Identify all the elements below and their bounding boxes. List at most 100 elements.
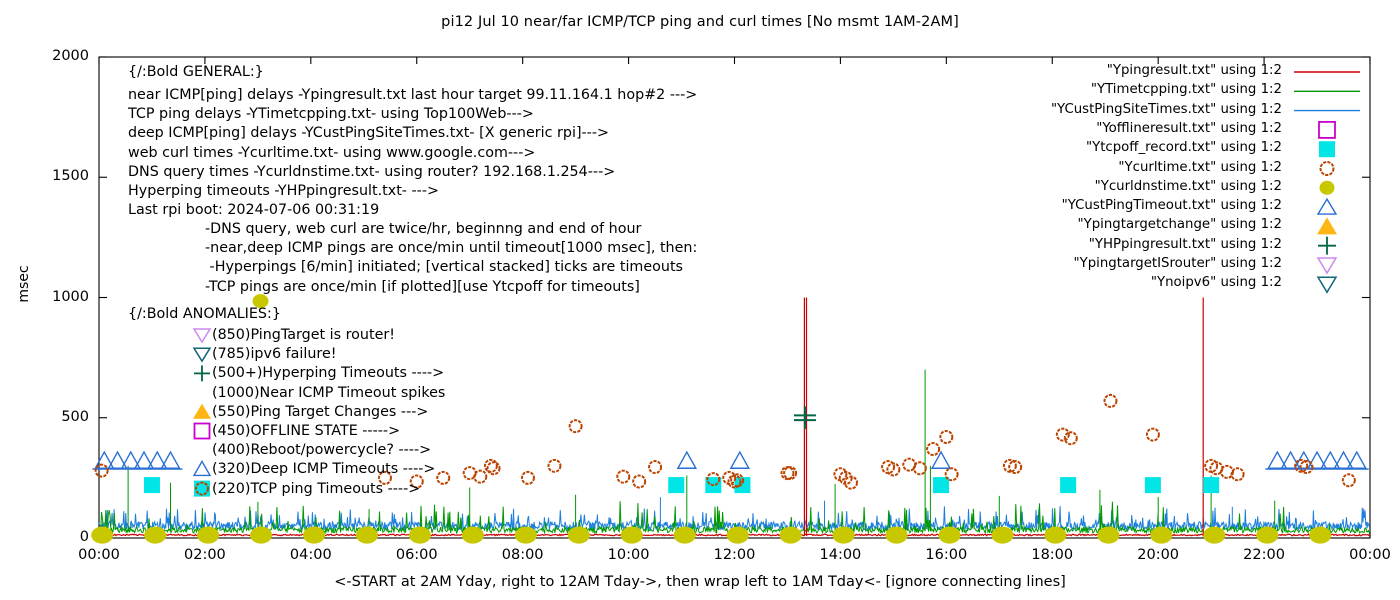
marker-circle-open [939, 429, 954, 444]
marker-circle-filled [197, 526, 220, 544]
marker-circle-open [926, 442, 941, 457]
marker-triangle-open [729, 450, 750, 469]
marker-circle-open [944, 467, 959, 482]
marker-circle-filled [1150, 526, 1173, 544]
anomaly-label: (1000)Near ICMP Timeout spikes [212, 384, 446, 401]
general-line: Last rpi boot: 2024-07-06 00:31:19 [128, 202, 380, 219]
marker-circle-open [844, 475, 859, 490]
marker-circle-filled [779, 526, 802, 544]
marker-circle-filled [1044, 526, 1067, 544]
marker-triangle-open [133, 450, 155, 469]
legend-key-itriangle-open [1316, 257, 1338, 275]
marker-circle-filled [355, 526, 378, 544]
marker-circle-open [1103, 393, 1118, 408]
legend-key-triangle-open [1316, 197, 1338, 215]
marker-circle-filled [514, 526, 537, 544]
marker-triangle-open [120, 450, 141, 469]
anomaly-marker-triangle-filled [193, 403, 211, 419]
legend-key-square-open [1318, 121, 1336, 139]
marker-triangle-open [1333, 450, 1354, 469]
general-indented-line: -TCP pings are once/min [if plotted][use… [205, 278, 640, 295]
marker-circle-filled [408, 526, 431, 544]
marker-triangle-open [1293, 450, 1314, 469]
legend-key-circle-filled [1319, 180, 1335, 195]
marker-circle-open [520, 470, 535, 485]
marker-circle-filled [1203, 526, 1226, 544]
general-indented-line: -Hyperpings [6/min] initiated; [vertical… [205, 259, 684, 276]
marker-circle-open [473, 469, 488, 484]
marker-circle-filled [250, 526, 273, 544]
anomaly-label: (400)Reboot/powercycle? ----> [212, 442, 432, 459]
y-tick-label: 500 [61, 408, 89, 425]
anomaly-label: (850)PingTarget is router! [212, 327, 395, 343]
marker-circle-filled [1256, 526, 1279, 544]
legend-label: "Ypingresult.txt" using 1:2 [1106, 63, 1282, 78]
marker-circle-open [436, 470, 451, 485]
marker-circle-filled [144, 526, 167, 544]
general-line: near ICMP[ping] delays -Ypingresult.txt … [128, 87, 698, 103]
marker-circle-filled [91, 526, 114, 544]
legend-label: "YCustPingSiteTimes.txt" using 1:2 [1050, 101, 1282, 117]
marker-square-filled [734, 477, 751, 494]
marker-circle-open [886, 462, 901, 477]
x-axis-label: <-START at 2AM Yday, right to 12AM Tday-… [334, 574, 1066, 590]
marker-circle-open [1341, 473, 1356, 488]
legend-label: "YHPpingresult.txt" using 1:2 [1088, 236, 1282, 252]
marker-circle-open [1220, 464, 1235, 479]
marker-circle-open [1294, 458, 1309, 473]
x-tick-label: 20:00 [1137, 547, 1180, 563]
marker-circle-open [912, 461, 927, 476]
marker-triangle-open [1306, 450, 1328, 469]
marker-circle-open [1319, 161, 1335, 176]
marker-circle-open [94, 463, 109, 478]
marker-triangle-open [1267, 450, 1288, 469]
marker-circle-open [1055, 427, 1070, 442]
marker-circle-open [1063, 431, 1078, 446]
marker-triangle-open [107, 450, 128, 469]
marker-circle-open [616, 469, 631, 484]
marker-circle-filled [673, 526, 696, 544]
marker-circle-open [1145, 427, 1160, 442]
x-tick-label: 00:00 [78, 547, 120, 563]
general-line: DNS query times -Ycurldnstime.txt- using… [128, 163, 616, 180]
marker-circle-open [486, 461, 501, 476]
marker-circle-open [648, 460, 663, 475]
x-tick-label: 18:00 [1031, 547, 1074, 563]
marker-circle-open [838, 470, 853, 485]
legend-label: "YTimetcpping.txt" using 1:2 [1090, 82, 1282, 98]
marker-circle-filled [885, 526, 908, 544]
y-tick-label: 1500 [52, 168, 89, 185]
anomaly-marker-itriangle-violet [192, 328, 212, 344]
x-tick-label: 06:00 [395, 547, 438, 563]
marker-square-filled [1060, 477, 1077, 494]
marker-circle-filled [1097, 526, 1120, 544]
marker-circle-open [706, 472, 721, 487]
marker-circle-filled [1309, 526, 1332, 544]
legend-key-square-filled [1319, 141, 1335, 158]
marker-circle-filled [303, 526, 326, 544]
general-line: deep ICMP[ping] delays -YCustPingSiteTim… [128, 125, 609, 142]
marker-circle-filled [461, 526, 484, 544]
marker-circle-open [783, 466, 798, 481]
x-tick-label: 00:00 [1349, 547, 1391, 563]
legend-label: "Ycurldnstime.txt" using 1:2 [1094, 178, 1282, 194]
anomaly-marker-itriangle-teal [192, 347, 212, 363]
marker-circle-filled [567, 526, 590, 544]
general-indented-line: -near,deep ICMP pings are once/min until… [205, 240, 698, 257]
marker-circle-open [632, 474, 647, 489]
anomaly-label: (785)ipv6 failure! [212, 346, 337, 363]
marker-triangle-open [676, 450, 698, 469]
marker-circle-open [1230, 467, 1245, 482]
x-tick-label: 10:00 [607, 547, 650, 563]
marker-triangle-open [1346, 450, 1367, 469]
marker-triangle-open [160, 450, 181, 469]
anomaly-label: (500+)Hyperping Timeouts ----> [212, 365, 445, 382]
marker-circle-filled [991, 526, 1014, 544]
general-line: Hyperping timeouts -YHPpingresult.txt- -… [128, 183, 439, 199]
marker-circle-open [1002, 458, 1017, 473]
general-line: web curl times -Ycurltime.txt- using www… [128, 144, 536, 161]
x-tick-label: 14:00 [819, 547, 862, 563]
marker-circle-open [1299, 460, 1314, 475]
general-indented-line: -DNS query, web curl are twice/hr, begin… [205, 221, 642, 237]
